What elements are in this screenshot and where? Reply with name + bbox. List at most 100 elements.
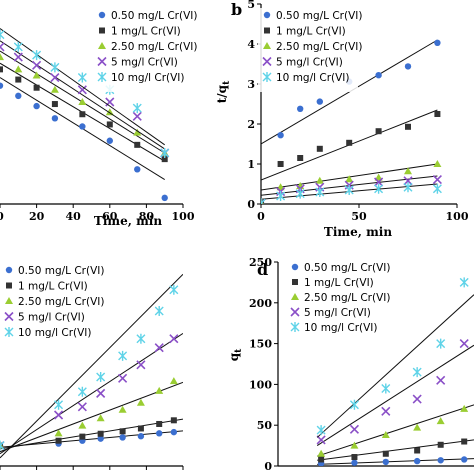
series-b bbox=[261, 160, 442, 204]
data-point bbox=[436, 417, 445, 425]
legend-label: 10 mg/l Cr(VI) bbox=[111, 72, 185, 84]
legend-label: 5 mg/l Cr(VI) bbox=[111, 57, 178, 69]
data-point bbox=[118, 405, 127, 413]
panel-a: 0 20 40 60 80 100 Time, min 0.50 mg/L Cr(VI) 1 m… bbox=[0, 8, 197, 228]
data-point bbox=[349, 399, 359, 410]
data-point bbox=[375, 128, 382, 135]
data-point bbox=[136, 360, 146, 370]
panel-label: b bbox=[231, 0, 242, 19]
legend-label: 10 mg/l Cr(VI) bbox=[276, 72, 350, 84]
data-point bbox=[414, 447, 421, 454]
legend-marker bbox=[5, 297, 13, 304]
data-point bbox=[349, 424, 360, 434]
series-d bbox=[317, 456, 474, 466]
legend-marker bbox=[5, 266, 13, 274]
x-tick-label: 100 bbox=[446, 210, 469, 223]
data-point bbox=[0, 66, 3, 73]
legend-marker bbox=[290, 322, 300, 332]
data-point bbox=[154, 305, 164, 316]
data-point bbox=[136, 398, 145, 406]
data-point bbox=[169, 377, 178, 385]
data-point bbox=[374, 177, 384, 187]
legend-background bbox=[286, 260, 386, 340]
data-point bbox=[297, 105, 304, 113]
data-point bbox=[261, 198, 266, 204]
data-point bbox=[404, 167, 412, 175]
legend-marker bbox=[262, 72, 272, 82]
data-point bbox=[382, 458, 389, 466]
data-point bbox=[345, 175, 354, 183]
data-point bbox=[32, 60, 42, 70]
legend-label: 0.50 mg/L Cr(VI) bbox=[18, 265, 104, 277]
data-point bbox=[161, 156, 168, 163]
series-c bbox=[0, 428, 183, 449]
data-point bbox=[119, 428, 126, 435]
y-tick-label: 100 bbox=[249, 378, 272, 391]
data-point bbox=[434, 111, 441, 117]
data-point bbox=[77, 85, 87, 95]
data-point bbox=[276, 183, 285, 191]
data-point bbox=[79, 433, 86, 440]
legend-label: 1 mg/L Cr(VI) bbox=[111, 26, 181, 38]
x-tick-label: 80 bbox=[139, 210, 155, 223]
data-point bbox=[79, 123, 86, 130]
data-point bbox=[297, 155, 304, 161]
legend-marker bbox=[291, 293, 299, 300]
data-point bbox=[0, 42, 5, 52]
x-axis-label: Time, min bbox=[94, 214, 162, 228]
legend-background bbox=[93, 8, 185, 92]
trend-line bbox=[0, 430, 183, 448]
x-axis-label: Time, min bbox=[324, 225, 392, 239]
legend-marker bbox=[97, 56, 107, 67]
legend-marker bbox=[262, 56, 272, 67]
series-c bbox=[0, 377, 183, 453]
data-point bbox=[437, 441, 444, 448]
data-point bbox=[78, 98, 87, 105]
data-point bbox=[14, 65, 23, 73]
data-point bbox=[136, 333, 146, 344]
data-point bbox=[277, 161, 284, 167]
panel-d: 0 50 100 150 200 250 qt d 0.50 mg/L Cr(VI) 1 mg/L… bbox=[227, 256, 474, 473]
data-point bbox=[432, 175, 442, 185]
legend-marker bbox=[292, 279, 298, 285]
data-point bbox=[106, 137, 114, 144]
trend-line bbox=[316, 294, 474, 438]
data-point bbox=[0, 440, 5, 451]
legend-marker bbox=[99, 27, 105, 34]
data-point bbox=[318, 456, 325, 463]
legend-marker bbox=[290, 307, 300, 317]
data-point bbox=[133, 128, 142, 136]
data-point bbox=[436, 375, 446, 385]
data-point bbox=[404, 63, 412, 70]
data-point bbox=[432, 183, 442, 194]
x-tick-label: 0 bbox=[257, 210, 265, 223]
data-point bbox=[277, 132, 284, 139]
y-tick-label: 50 bbox=[257, 419, 273, 432]
data-point bbox=[382, 450, 389, 457]
x-tick-label: 4 bbox=[69, 472, 77, 474]
data-point bbox=[412, 394, 422, 404]
trend-line bbox=[0, 418, 183, 450]
data-point bbox=[351, 454, 358, 461]
series-d bbox=[316, 339, 474, 447]
data-point bbox=[156, 420, 163, 427]
x-tick-label: 40 bbox=[66, 210, 82, 223]
data-point bbox=[413, 457, 421, 465]
x-tick-label: 10 bbox=[175, 472, 191, 474]
legend-d: 0.50 mg/L Cr(VI) 1 mg/L Cr(VI) 2.50 mg/L C… bbox=[286, 260, 390, 340]
data-point bbox=[78, 421, 87, 429]
data-point bbox=[132, 111, 142, 121]
x-tick-label: 50 bbox=[351, 210, 367, 223]
data-point bbox=[316, 98, 323, 105]
data-point bbox=[459, 277, 469, 288]
data-point bbox=[403, 176, 413, 186]
legend-marker bbox=[263, 42, 271, 49]
trend-line bbox=[317, 458, 474, 465]
data-point bbox=[344, 185, 354, 195]
legend-marker bbox=[264, 27, 270, 34]
legend-label: 5 mg/l Cr(VI) bbox=[18, 312, 85, 324]
y-axis-label-subscript: t bbox=[222, 80, 232, 85]
data-point bbox=[161, 194, 168, 202]
y-tick-label: 150 bbox=[249, 338, 272, 351]
legend-label: 1 mg/L Cr(VI) bbox=[304, 277, 374, 289]
